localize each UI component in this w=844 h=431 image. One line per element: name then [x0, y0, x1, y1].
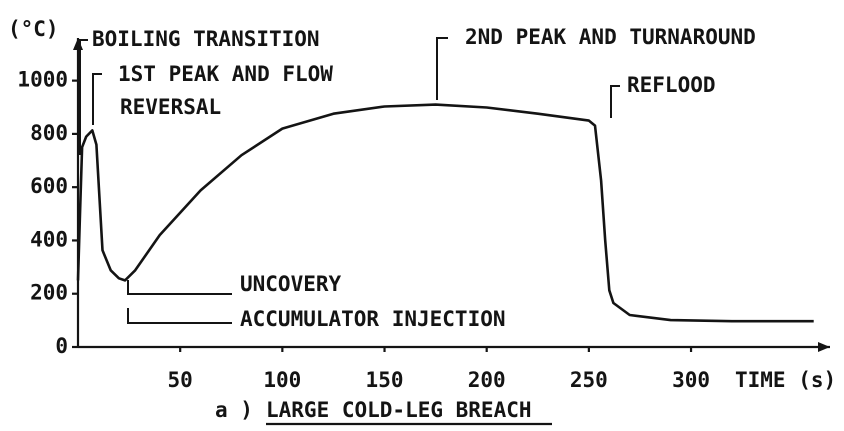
annotation: 2ND PEAK AND TURNAROUND [465, 25, 756, 49]
x-axis-label: TIME (s) [735, 368, 836, 392]
y-tick-label: 800 [30, 121, 68, 145]
annotation: 1ST PEAK AND FLOW [118, 62, 333, 86]
y-axis-label: (°C) [8, 17, 59, 41]
temperature-line [76, 103, 814, 323]
x-tick-label: 50 [168, 368, 193, 392]
chart-title: LARGE COLD-LEG BREACH [266, 398, 532, 422]
annotation: REVERSAL [120, 95, 221, 119]
annotation: BOILING TRANSITION [92, 27, 320, 51]
annotation-bracket [79, 39, 88, 155]
annotation-bracket [127, 308, 232, 324]
x-tick-label: 150 [366, 368, 404, 392]
x-tick-label: 100 [263, 368, 301, 392]
annotation-bracket [127, 280, 232, 295]
annotation-bracket [436, 37, 448, 100]
x-tick-label: 300 [672, 368, 710, 392]
annotation: REFLOOD [627, 73, 716, 97]
x-tick-label: 250 [570, 368, 608, 392]
x-tick-label: 200 [468, 368, 506, 392]
annotation: UNCOVERY [240, 272, 342, 296]
y-tick-label: 1000 [17, 68, 68, 92]
y-tick-label: 200 [30, 281, 68, 305]
x-axis-arrow [818, 342, 830, 352]
annotation: ACCUMULATOR INJECTION [240, 307, 506, 331]
annotation-bracket [92, 73, 102, 125]
y-tick-label: 0 [55, 334, 68, 358]
y-tick-label: 400 [30, 227, 68, 251]
y-tick-label: 600 [30, 174, 68, 198]
annotation-bracket [610, 85, 620, 118]
caption: a ) [215, 398, 253, 422]
